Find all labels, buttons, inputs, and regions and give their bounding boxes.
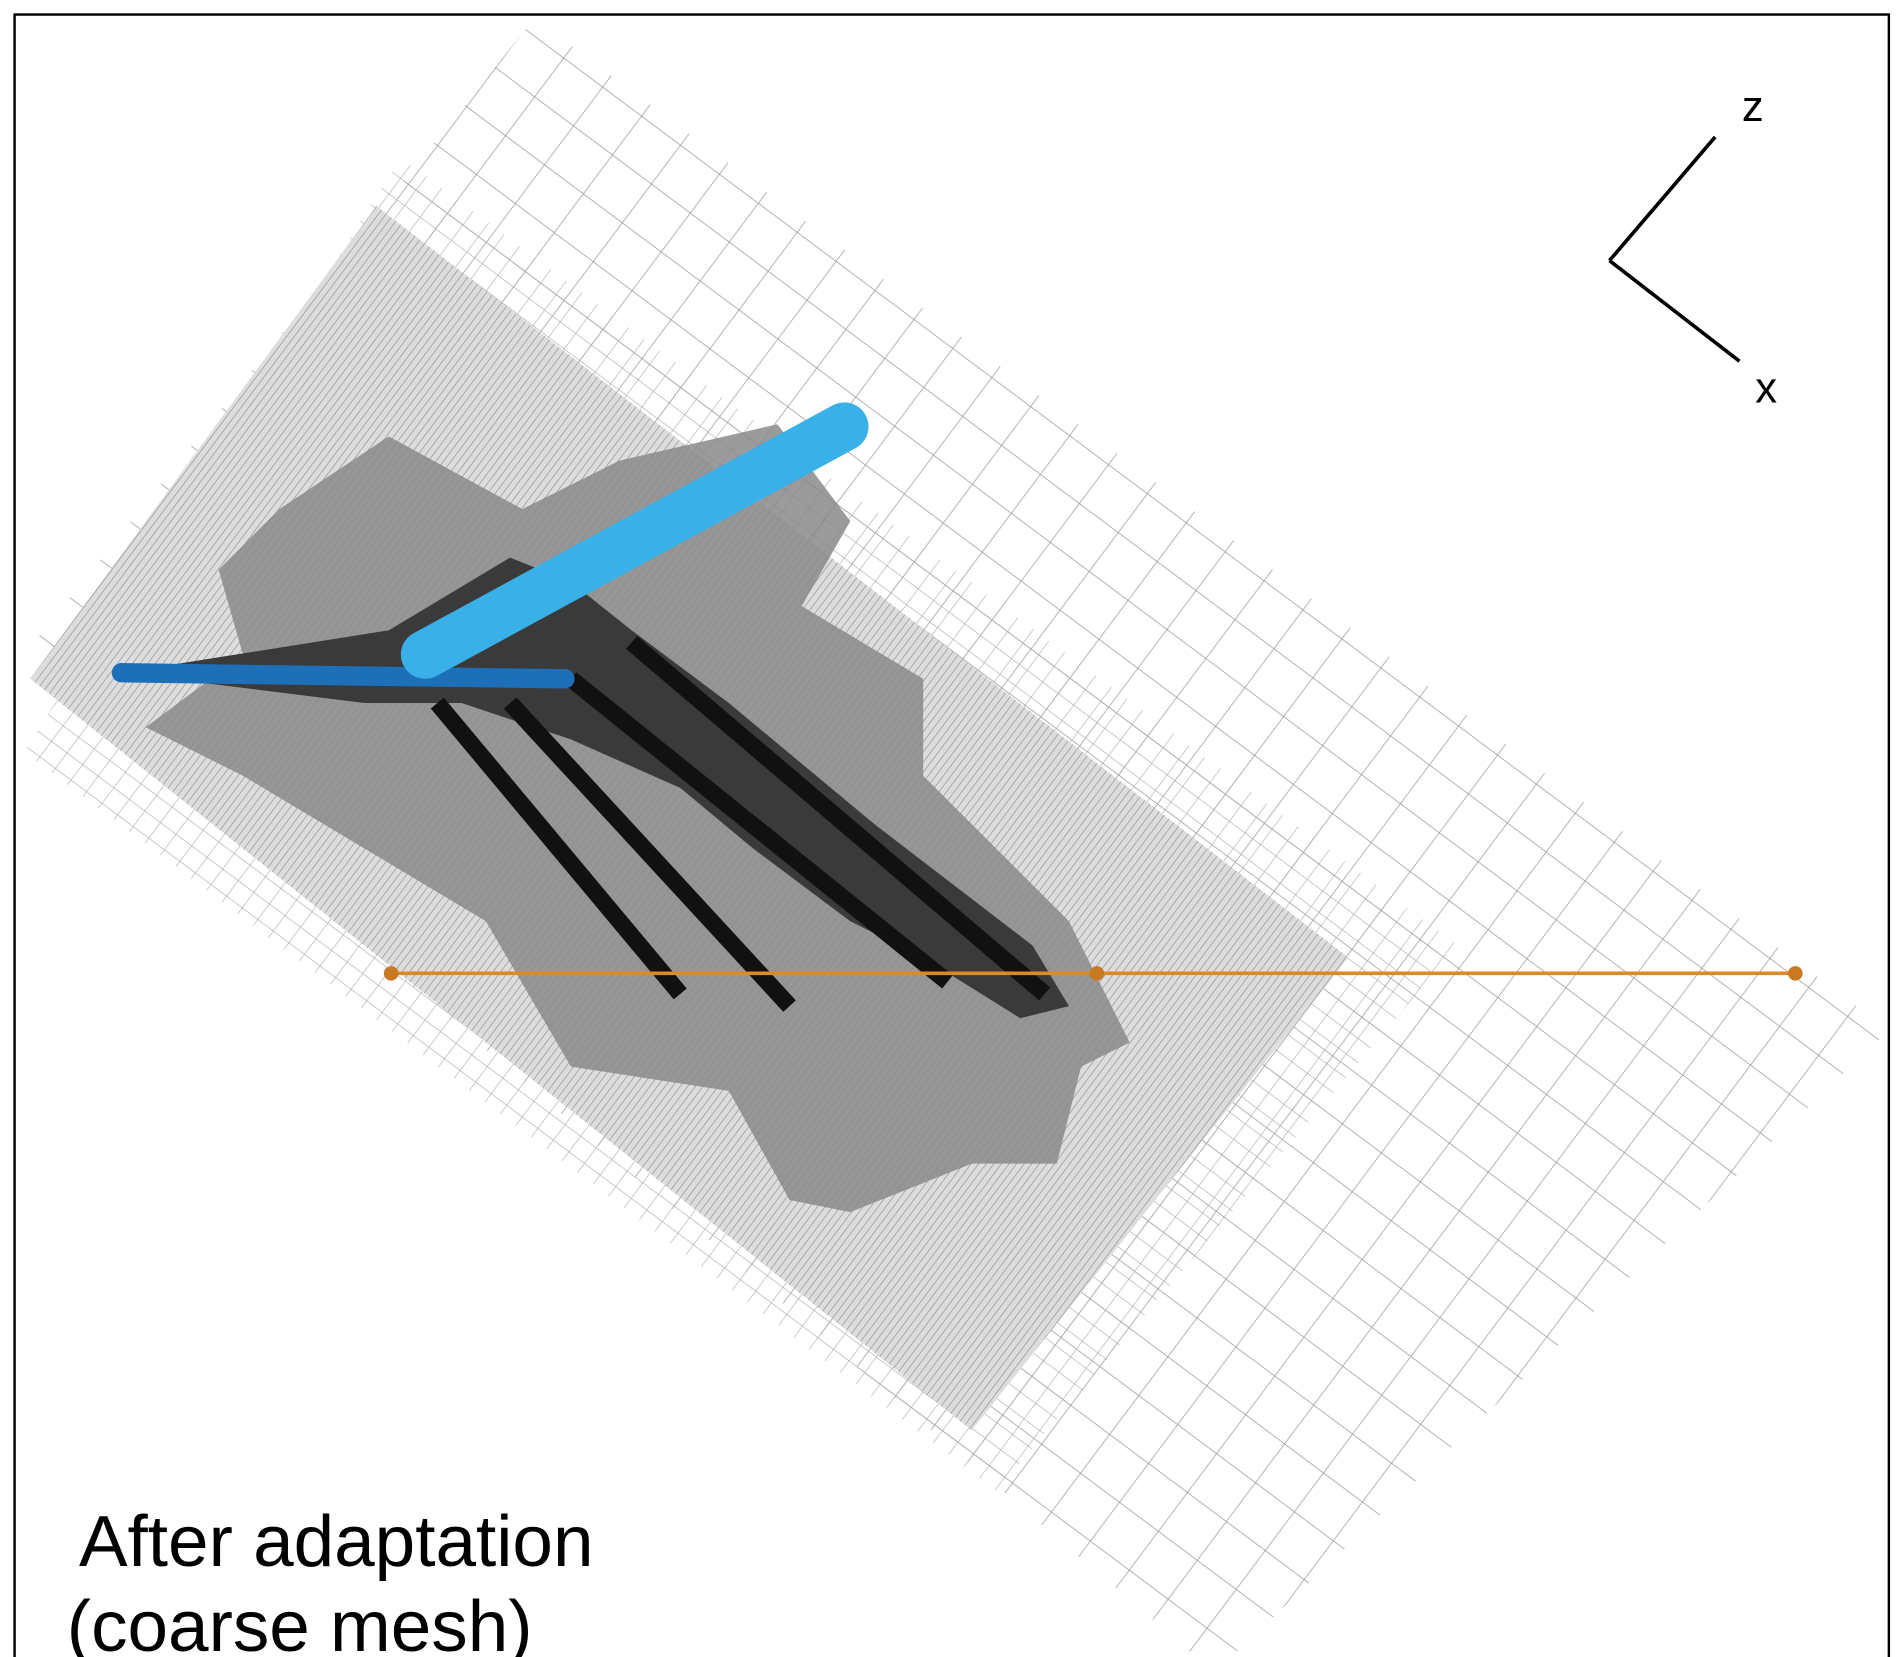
caption-line: After adaptation <box>79 1501 594 1582</box>
x-label: x <box>1755 363 1777 412</box>
mesh-figure: z x After adaptation (coarse mesh) <box>0 0 1901 1657</box>
z-label: z <box>1742 82 1764 131</box>
fuselage <box>121 673 564 679</box>
page: z x After adaptation (coarse mesh) (() =… <box>0 0 1901 1657</box>
caption-line: (coarse mesh) <box>67 1586 533 1657</box>
probe-point <box>1788 966 1803 981</box>
probe-point <box>1090 966 1105 981</box>
probe-point <box>384 966 399 981</box>
